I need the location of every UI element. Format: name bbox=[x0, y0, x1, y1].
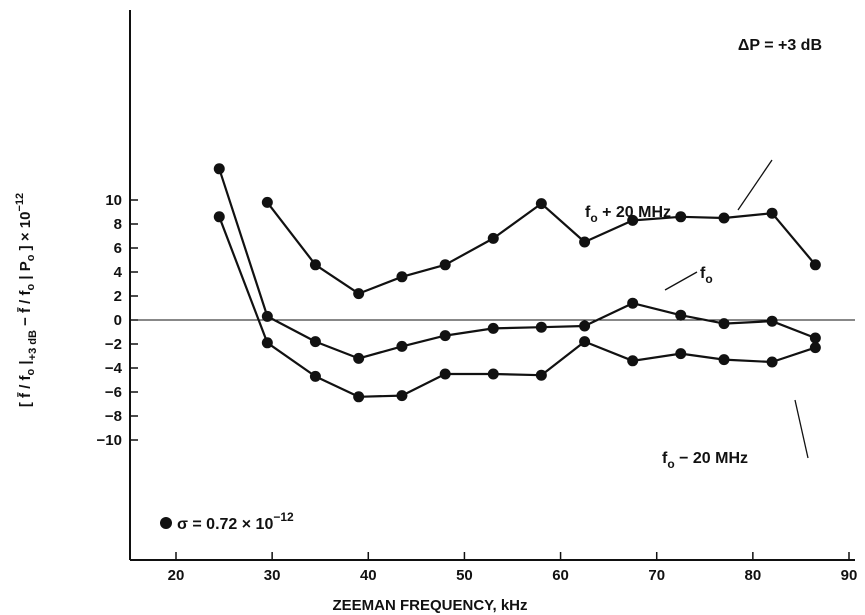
x-tick-label: 20 bbox=[168, 567, 185, 584]
data-point bbox=[309, 259, 321, 271]
data-point bbox=[579, 236, 591, 248]
data-point bbox=[809, 259, 821, 271]
data-point bbox=[627, 355, 639, 367]
y-tick-label: −2 bbox=[105, 336, 122, 353]
sigma-legend: σ = 0.72 × 10−12 bbox=[160, 510, 294, 533]
data-point bbox=[487, 322, 499, 334]
data-point bbox=[579, 336, 591, 348]
series-1 bbox=[261, 196, 821, 300]
data-point bbox=[766, 315, 778, 327]
data-point bbox=[261, 337, 273, 349]
y-tick-label: 2 bbox=[114, 288, 122, 305]
y-tick-label: −8 bbox=[105, 408, 122, 425]
label-fo-plus-20: fo + 20 MHz bbox=[585, 204, 671, 225]
data-point bbox=[535, 321, 547, 333]
leader-fo-minus-20 bbox=[794, 399, 809, 459]
x-axis-title: ZEEMAN FREQUENCY, kHz bbox=[332, 597, 527, 614]
x-tick-label: 70 bbox=[648, 567, 665, 584]
data-point bbox=[439, 368, 451, 380]
label-fo-minus-20: fo − 20 MHz bbox=[662, 450, 748, 471]
series-2 bbox=[213, 163, 821, 364]
x-tick-label: 80 bbox=[745, 567, 762, 584]
data-point bbox=[675, 211, 687, 223]
data-point bbox=[766, 356, 778, 368]
data-point bbox=[718, 354, 730, 366]
y-tick-label: 0 bbox=[114, 312, 122, 329]
y-tick-label: 8 bbox=[114, 216, 122, 233]
data-point bbox=[675, 348, 687, 360]
leader-fo-plus-20 bbox=[737, 159, 773, 211]
data-point bbox=[261, 196, 273, 208]
data-point bbox=[627, 214, 639, 226]
y-tick-label: −4 bbox=[105, 360, 123, 377]
data-point bbox=[309, 336, 321, 348]
data-point bbox=[675, 309, 687, 321]
data-point bbox=[353, 352, 365, 364]
delta-p-label: ΔP = +3 dB bbox=[738, 37, 822, 54]
y-tick-label: 4 bbox=[114, 264, 123, 281]
data-point bbox=[309, 370, 321, 382]
svg-text:[ f̄ / fo |+3 dB − f̄ / fo | P: [ f̄ / fo |+3 dB − f̄ / fo | Po ] × 10−1… bbox=[14, 193, 39, 407]
data-point bbox=[396, 340, 408, 352]
data-point bbox=[353, 391, 365, 403]
series-line bbox=[218, 168, 816, 360]
data-point bbox=[627, 297, 639, 309]
series-3 bbox=[213, 211, 821, 403]
y-tick-label: 6 bbox=[114, 240, 122, 257]
label-fo: fo bbox=[700, 265, 713, 286]
series-line bbox=[218, 216, 816, 398]
data-point bbox=[718, 212, 730, 224]
data-point bbox=[353, 288, 365, 300]
data-point bbox=[487, 368, 499, 380]
data-point bbox=[718, 318, 730, 330]
y-axis-title: [ f̄ / fo |+3 dB − f̄ / fo | Po ] × 10−1… bbox=[14, 193, 39, 407]
sigma-marker bbox=[160, 517, 172, 529]
data-point bbox=[439, 259, 451, 271]
data-point bbox=[261, 310, 273, 322]
y-tick-label: 10 bbox=[105, 192, 122, 209]
x-tick-label: 30 bbox=[264, 567, 281, 584]
series-line bbox=[266, 201, 817, 295]
data-point bbox=[809, 332, 821, 344]
data-point bbox=[487, 232, 499, 244]
y-tick-label: −6 bbox=[105, 384, 122, 401]
data-point bbox=[766, 207, 778, 219]
y-tick-label: −10 bbox=[97, 432, 122, 449]
data-point bbox=[535, 198, 547, 210]
data-point bbox=[396, 390, 408, 402]
svg-text:σ = 0.72 × 10−12: σ = 0.72 × 10−12 bbox=[177, 510, 294, 533]
x-tick-label: 60 bbox=[552, 567, 569, 584]
x-tick-label: 50 bbox=[456, 567, 473, 584]
data-point bbox=[809, 342, 821, 354]
data-point bbox=[439, 330, 451, 342]
data-point bbox=[579, 320, 591, 332]
x-tick-label: 90 bbox=[841, 567, 858, 584]
data-point bbox=[213, 163, 225, 175]
leader-fo bbox=[664, 271, 698, 291]
data-point bbox=[396, 271, 408, 283]
data-point bbox=[535, 369, 547, 381]
x-tick-label: 40 bbox=[360, 567, 377, 584]
data-point bbox=[213, 211, 225, 223]
